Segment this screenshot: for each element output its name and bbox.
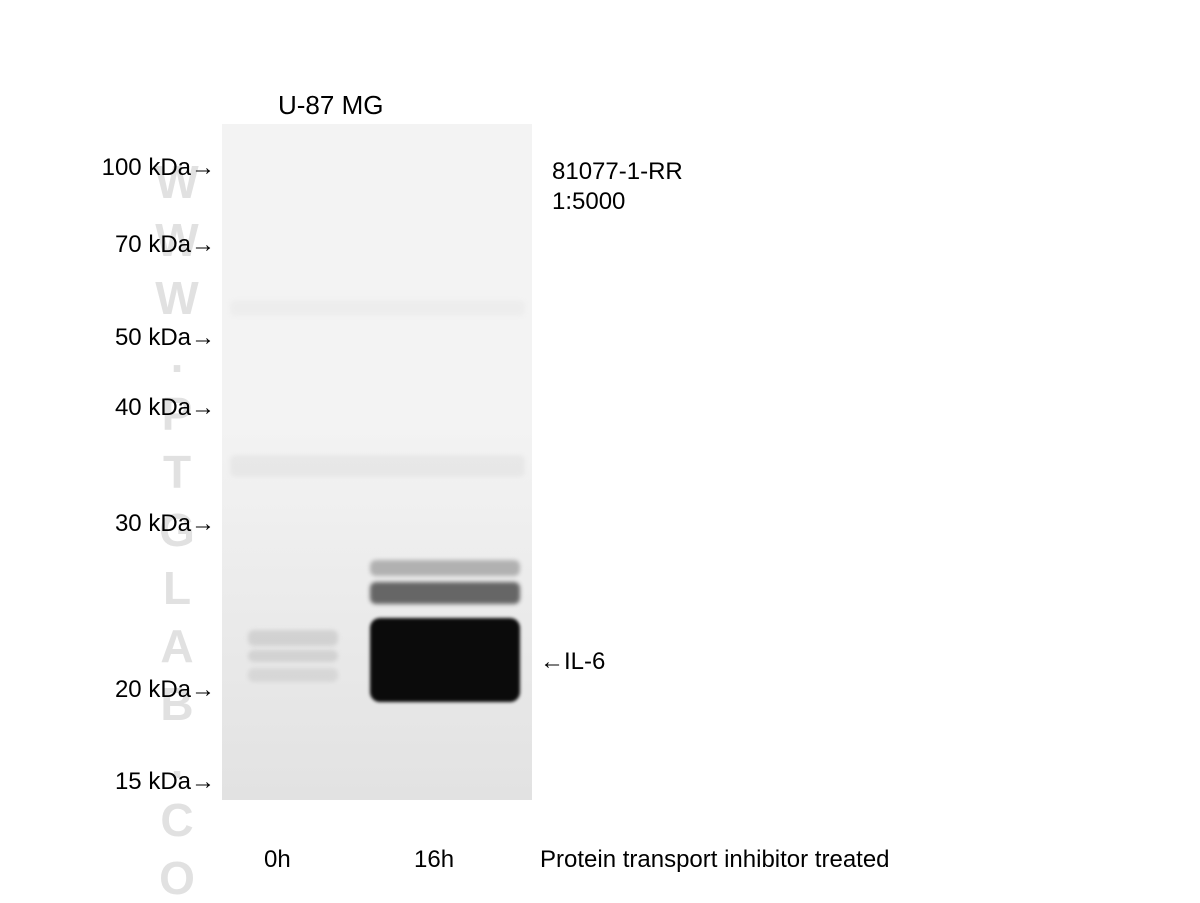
lane-16h-main-band [370,618,520,702]
mw-marker-label: 20 kDa→ [115,676,215,704]
lane-label-0h: 0h [264,846,291,874]
lane-label-16h: 16h [414,846,454,874]
lane-0h-faint-band [248,630,338,646]
lane-0h-faint-band [248,650,338,662]
background-smudge [230,455,525,477]
background-smudge [230,300,525,316]
lane-16h-upper-band [370,582,520,604]
mw-marker-label: 100 kDa→ [102,154,215,182]
antibody-dilution: 1:5000 [552,188,625,216]
mw-marker-label: 50 kDa→ [115,324,215,352]
lane-16h-upper-band [370,560,520,576]
blot-membrane [222,124,532,800]
mw-marker-label: 15 kDa→ [115,768,215,796]
arrow-left-icon: ← [540,648,564,675]
mw-marker-label: 30 kDa→ [115,510,215,538]
target-name: IL-6 [564,648,605,675]
mw-marker-label: 40 kDa→ [115,394,215,422]
antibody-id: 81077-1-RR [552,158,683,186]
sample-title: U-87 MG [278,90,383,121]
figure-stage: WWW.PTGLAB.COM U-87 MG 81077-1-RR 1:5000… [0,0,1200,903]
mw-marker-label: 70 kDa→ [115,231,215,259]
treatment-label: Protein transport inhibitor treated [540,846,890,874]
target-band-label: ←IL-6 [540,648,605,676]
lane-0h-faint-band [248,668,338,682]
